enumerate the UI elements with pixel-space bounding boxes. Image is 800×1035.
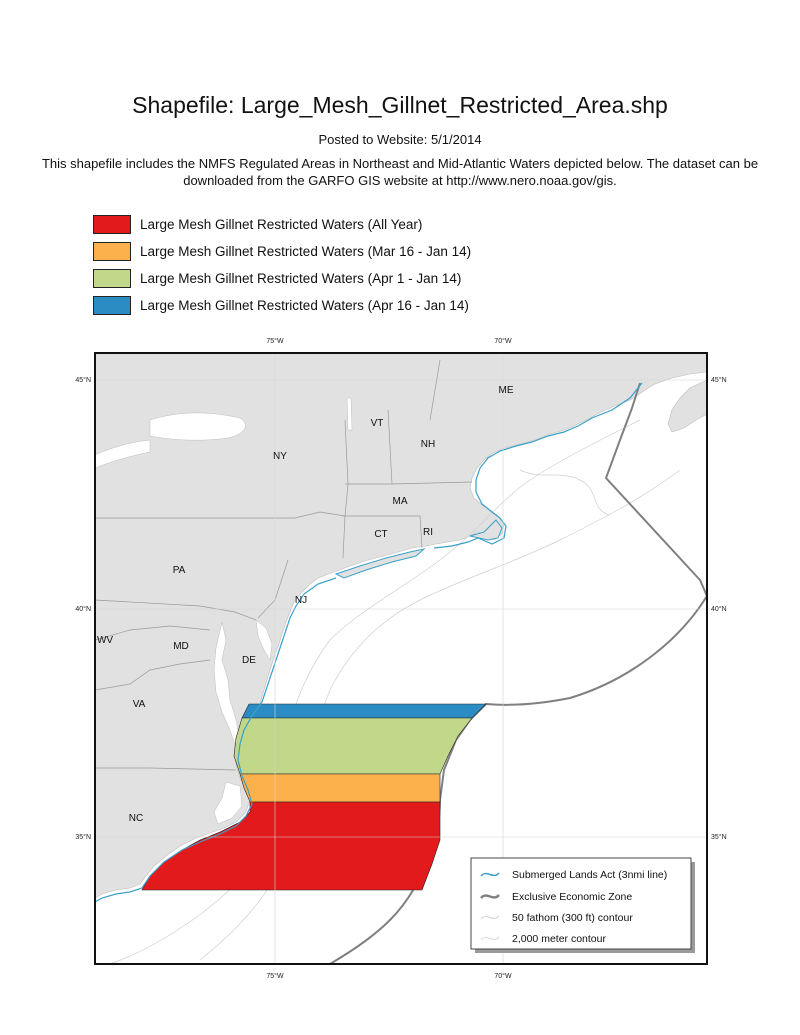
- description: This shapefile includes the NMFS Regulat…: [41, 156, 759, 188]
- legend-item-all-year: Large Mesh Gillnet Restricted Waters (Al…: [93, 211, 471, 238]
- state-boundaries: [95, 359, 473, 771]
- page-title: Shapefile: Large_Mesh_Gillnet_Restricted…: [132, 92, 668, 118]
- area-mar16: [239, 773, 441, 803]
- state-label-nc: NC: [129, 813, 143, 824]
- legend-meter-label: 2,000 meter contour: [512, 933, 606, 945]
- lake-ontario: [149, 412, 246, 441]
- legend-fathom-symbol: [480, 915, 500, 920]
- tick-right-40n: 40°N: [711, 605, 727, 613]
- state-label-va: VA: [133, 699, 146, 710]
- land-cape-cod: [469, 519, 503, 541]
- tick-top-70w: 70°W: [494, 337, 512, 345]
- tick-right-45n: 45°N: [711, 376, 727, 384]
- tick-left-35n: 35°N: [75, 833, 91, 841]
- state-label-me: ME: [499, 385, 514, 396]
- map-legend: Submerged Lands Act (3nmi line) Exclusiv…: [470, 857, 695, 953]
- tick-top-75w: 75°W: [266, 337, 284, 345]
- area-apr16: [241, 703, 487, 719]
- legend-swatch-mar16: [93, 242, 131, 261]
- legend-swatch-all-year: [93, 215, 131, 234]
- legend-label-all-year: Large Mesh Gillnet Restricted Waters (Al…: [140, 217, 423, 232]
- land-long-island: [334, 548, 426, 579]
- legend-sla-label: Submerged Lands Act (3nmi line): [512, 869, 667, 881]
- legend-swatch-apr1: [93, 269, 131, 288]
- state-label-pa: PA: [173, 565, 186, 576]
- area-apr1: [233, 717, 473, 775]
- legend-label-apr16: Large Mesh Gillnet Restricted Waters (Ap…: [140, 298, 469, 313]
- tick-left-45n: 45°N: [75, 376, 91, 384]
- state-label-wv: WV: [97, 635, 113, 646]
- areas-legend: Large Mesh Gillnet Restricted Waters (Al…: [93, 211, 471, 319]
- legend-item-apr1: Large Mesh Gillnet Restricted Waters (Ap…: [93, 265, 471, 292]
- lake-champlain: [346, 397, 353, 431]
- posted-date: Posted to Website: 5/1/2014: [318, 132, 482, 147]
- state-label-ri: RI: [423, 527, 433, 538]
- sla-line: [95, 382, 643, 903]
- pamlico-sound: [213, 781, 243, 825]
- tick-left-40n: 40°N: [75, 605, 91, 613]
- state-label-md: MD: [173, 641, 189, 652]
- legend-swatch-apr16: [93, 296, 131, 315]
- land-nova-scotia: [667, 379, 707, 433]
- state-label-nj: NJ: [295, 595, 307, 606]
- land-us: [95, 353, 707, 899]
- state-label-ny: NY: [273, 451, 287, 462]
- delaware-bay: [255, 619, 273, 661]
- lake-erie: [95, 439, 151, 469]
- tick-bottom-70w: 70°W: [494, 972, 512, 980]
- legend-item-apr16: Large Mesh Gillnet Restricted Waters (Ap…: [93, 292, 471, 319]
- state-label-de: DE: [242, 655, 256, 666]
- legend-label-apr1: Large Mesh Gillnet Restricted Waters (Ap…: [140, 271, 462, 286]
- tick-bottom-75w: 75°W: [266, 972, 284, 980]
- legend-meter-symbol: [480, 936, 500, 941]
- legend-fathom-label: 50 fathom (300 ft) contour: [512, 912, 633, 924]
- tick-right-35n: 35°N: [711, 833, 727, 841]
- state-label-ct: CT: [374, 529, 387, 540]
- state-label-ma: MA: [393, 496, 408, 507]
- legend-eez-label: Exclusive Economic Zone: [512, 891, 632, 903]
- eez-line: [604, 382, 707, 597]
- legend-sla-symbol: [480, 872, 500, 877]
- legend-item-mar16: Large Mesh Gillnet Restricted Waters (Ma…: [93, 238, 471, 265]
- state-label-vt: VT: [371, 418, 384, 429]
- legend-eez-symbol: [480, 894, 500, 899]
- map-frame: [94, 352, 708, 965]
- state-label-nh: NH: [421, 439, 435, 450]
- legend-label-mar16: Large Mesh Gillnet Restricted Waters (Ma…: [140, 244, 472, 259]
